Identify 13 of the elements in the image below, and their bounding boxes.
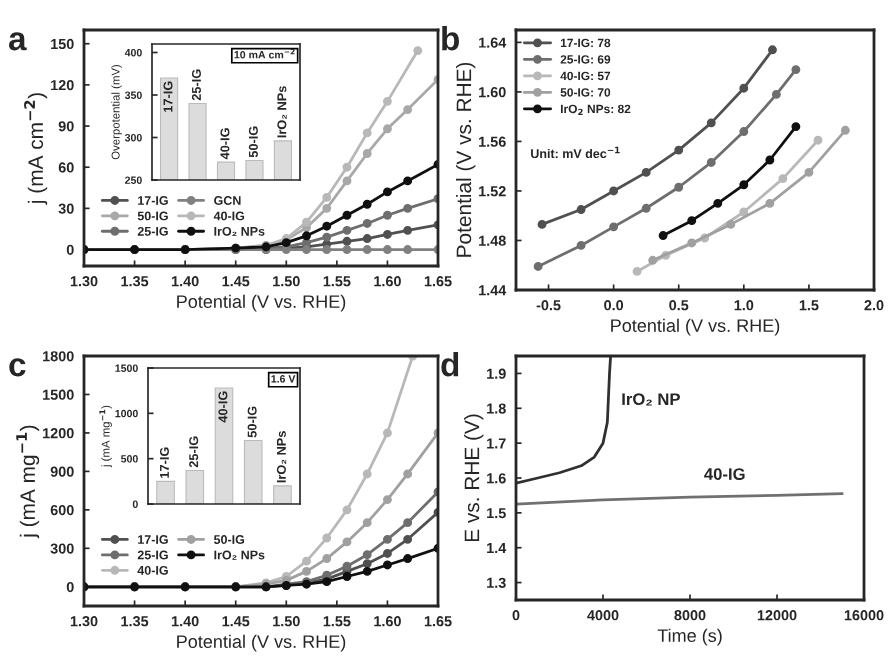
chart-title: a	[8, 32, 27, 51]
x-axis-title: Time (s)	[657, 628, 722, 646]
chart-title: d	[441, 352, 459, 377]
chart-title: b	[442, 26, 459, 51]
x-axis-title: Potential (V vs. RHE)	[177, 634, 346, 652]
annotation: IrO₂ NP	[622, 393, 680, 406]
x-axis-title: Potential (V vs. RHE)	[611, 318, 780, 336]
y-axis-title: E vs. RHE (V)	[464, 414, 484, 542]
y-axis-title: Potential (V vs. RHE)	[455, 62, 476, 257]
y-axis-title: j (mA mg$^{−1}$)	[16, 425, 40, 539]
chart-title: c	[9, 358, 26, 377]
y-axis-title: j (mA cm$^{−2}$)	[24, 93, 48, 205]
x-axis-title: Potential (V vs. RHE)	[177, 294, 346, 312]
